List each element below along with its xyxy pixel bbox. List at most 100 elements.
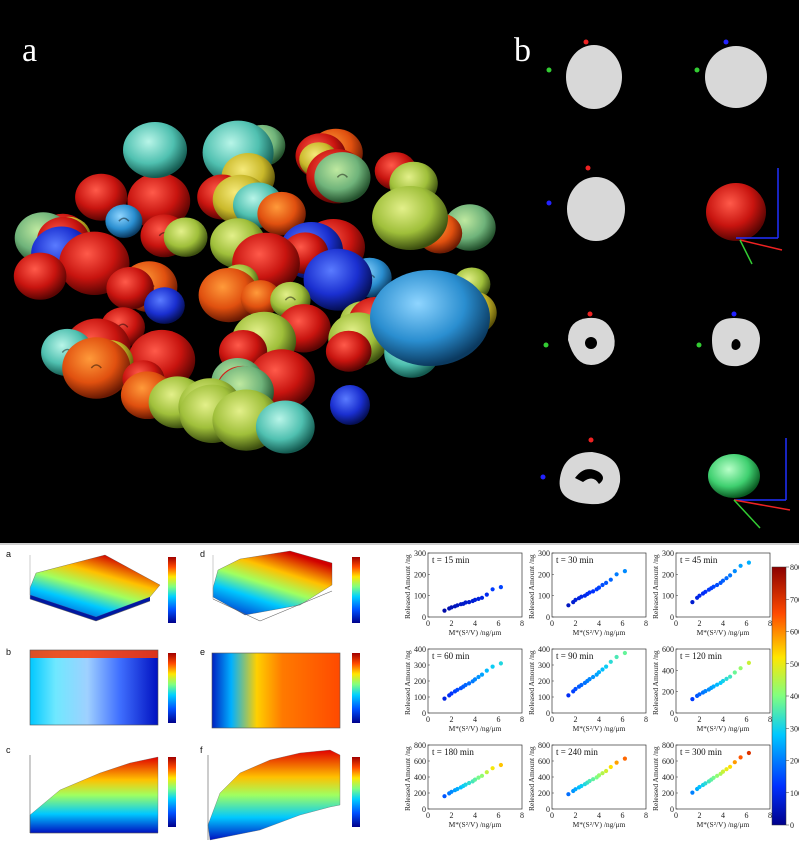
scatter-point — [703, 689, 708, 694]
plot-a-surface — [29, 554, 176, 623]
colorbar-tick-label: 400 — [790, 692, 799, 701]
x-axis-label: M*(S²/V) /ng/μm — [697, 724, 750, 733]
surface-plots-panel: a d b e c f — [0, 545, 385, 845]
y-tick-label: 600 — [538, 757, 550, 766]
scatter-point — [449, 691, 454, 696]
subplot-frame — [427, 744, 523, 810]
scatter-point — [455, 603, 460, 608]
x-tick-label: 6 — [497, 619, 501, 628]
y-tick-label: 300 — [538, 549, 550, 558]
scatter-point — [463, 682, 468, 688]
scatter-point — [476, 775, 481, 780]
y-axis-label: Released Amount /ng — [527, 746, 536, 811]
x-tick-label: 8 — [520, 619, 524, 628]
x-tick-label: 8 — [644, 619, 648, 628]
scatter-point — [728, 573, 733, 578]
x-axis-label: M*(S²/V) /ng/μm — [449, 724, 502, 733]
x-tick-label: 6 — [621, 811, 625, 820]
scatter-grid-panel: t = 15 min 300 200 100 0 0 2 4 6 8 Released Amount… — [390, 545, 799, 845]
x-tick-label: 6 — [497, 811, 501, 820]
particle-large-blue — [370, 270, 490, 366]
y-axis-label: Released Amount /ng — [403, 554, 412, 619]
subplot-title: t = 90 min — [556, 651, 594, 661]
colorbar-tick-label: 700 — [790, 595, 799, 604]
surface-plots-svg — [29, 550, 360, 841]
scatter-point — [463, 600, 468, 605]
scatter-point — [697, 784, 702, 790]
y-tick-label: 200 — [538, 570, 550, 579]
scatter-point — [690, 600, 695, 605]
subplot-title: t = 240 min — [556, 747, 598, 757]
x-tick-label: 6 — [621, 715, 625, 724]
y-axis-label: Released Amount /ng — [651, 554, 660, 619]
x-tick-label: 2 — [698, 715, 702, 724]
colorbar-tick-label: 0 — [790, 821, 794, 830]
scatter-point — [732, 760, 737, 765]
y-tick-label: 0 — [422, 709, 426, 718]
x-tick-label: 8 — [520, 715, 524, 724]
scatter-point — [711, 684, 716, 689]
y-tick-label: 800 — [414, 741, 426, 750]
particle-pore — [336, 173, 348, 178]
sub-label-a: a — [6, 549, 12, 559]
scatter-point — [720, 678, 726, 684]
x-tick-label: 0 — [550, 619, 554, 628]
x-tick-label: 0 — [550, 811, 554, 820]
colorbar-tick-label: 300 — [790, 724, 799, 733]
particle-cluster-render — [13, 39, 791, 529]
scatter-point — [715, 582, 720, 588]
y-tick-label: 800 — [662, 741, 674, 750]
particle — [163, 217, 208, 257]
scatter-point — [479, 773, 485, 778]
y-tick-label: 400 — [538, 645, 550, 654]
scatter-point — [697, 692, 702, 697]
scatter-point — [600, 667, 605, 672]
x-tick-label: 2 — [450, 619, 454, 628]
plot-b-heatmap — [29, 649, 176, 726]
x-tick-label: 8 — [520, 811, 524, 820]
x-tick-label: 4 — [721, 715, 725, 724]
x-tick-label: 6 — [745, 619, 749, 628]
x-tick-label: 4 — [597, 715, 601, 724]
subplot-frame — [675, 552, 771, 618]
scatter-point — [490, 587, 495, 592]
scatter-point — [484, 668, 489, 673]
x-tick-label: 6 — [745, 811, 749, 820]
scatter-point — [724, 576, 729, 581]
particle — [106, 267, 154, 310]
y-tick-label: 100 — [662, 592, 674, 601]
scatter-point — [579, 783, 584, 789]
colorbar-tick-label: 100 — [790, 789, 799, 798]
scatter-point — [720, 769, 726, 774]
y-tick-label: 400 — [538, 773, 550, 782]
x-tick-label: 4 — [473, 715, 477, 724]
x-tick-label: 2 — [450, 715, 454, 724]
scatter-point — [728, 674, 733, 679]
particle-cyan — [123, 122, 187, 178]
colorbar-tick-label: 200 — [790, 757, 799, 766]
x-tick-label: 2 — [698, 619, 702, 628]
scatter-point — [724, 676, 729, 681]
y-tick-label: 200 — [662, 789, 674, 798]
subplot-title: t = 30 min — [556, 555, 594, 565]
sub-label-f: f — [200, 745, 203, 755]
x-tick-label: 8 — [768, 619, 772, 628]
scatter-point — [449, 789, 454, 794]
scatter-point — [608, 659, 613, 664]
x-tick-label: 0 — [550, 715, 554, 724]
x-tick-label: 4 — [473, 619, 477, 628]
plot-c-surface — [29, 755, 176, 834]
x-tick-label: 0 — [674, 619, 678, 628]
y-tick-label: 0 — [670, 613, 674, 622]
scatter-point — [498, 661, 503, 666]
scatter-subplot: t = 60 min 400 300 200 100 00 2 4 6 8 Released Amo… — [403, 645, 524, 733]
particle — [127, 172, 191, 230]
subplot-frame — [551, 648, 647, 714]
scatter-point — [566, 792, 571, 797]
scatter-point — [604, 664, 609, 669]
sub-label-d: d — [200, 549, 206, 559]
x-tick-label: 4 — [721, 811, 725, 820]
x-tick-label: 0 — [426, 811, 430, 820]
panel-label-a: a — [22, 32, 38, 69]
